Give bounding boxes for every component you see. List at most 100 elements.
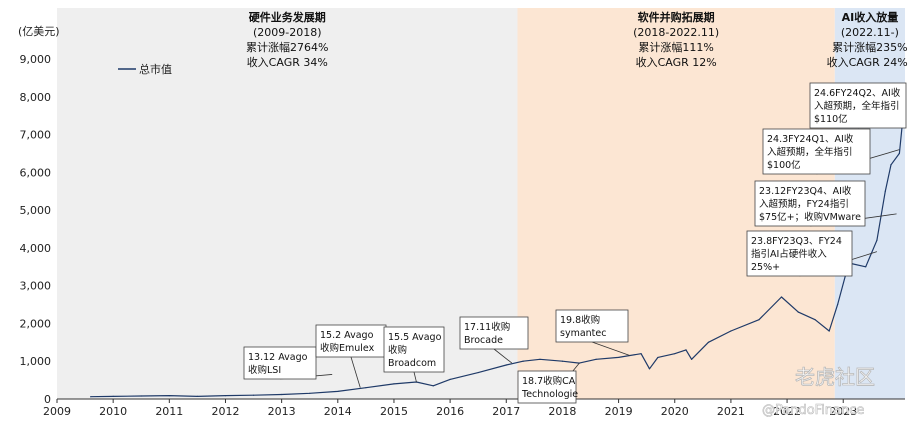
annotation-text: Brocade: [464, 335, 503, 346]
annotation-text: 指引AI占硬件收入: [751, 248, 827, 260]
series-point: [707, 341, 710, 343]
series-point: [828, 330, 830, 332]
series-point: [640, 353, 642, 355]
period-1-title: 硬件业务发展期: [249, 10, 326, 24]
annotation-text: 24.3FY24Q1、AI收: [767, 133, 854, 145]
series-point: [730, 330, 732, 332]
x-tick-label: 2020: [661, 405, 689, 418]
series-point: [365, 387, 367, 389]
watermark-text: 老虎社区: [795, 365, 875, 389]
series-point: [90, 396, 92, 398]
period-1-line1: 累计涨幅2764%: [246, 41, 328, 54]
annotation-box: [754, 180, 866, 227]
y-tick-label: 9,000: [20, 53, 52, 66]
period-2-line2: 收入CAGR 12%: [636, 55, 717, 69]
series-point: [432, 385, 434, 387]
x-tick-label: 2015: [380, 405, 408, 418]
annotation-text: Technologie: [521, 389, 578, 400]
x-tick-label: 2017: [492, 405, 520, 418]
series-point: [876, 239, 878, 241]
series-point: [814, 319, 816, 321]
series-point: [595, 358, 597, 360]
y-tick-label: 2,000: [20, 317, 52, 330]
series-point: [393, 383, 395, 385]
annotation-text: 收购Emulex: [320, 342, 375, 354]
annotation-box: [555, 309, 629, 343]
series-point: [112, 395, 114, 397]
x-tick-label: 2016: [436, 405, 464, 418]
annotation-box: [746, 230, 853, 277]
series-point: [617, 356, 620, 359]
annotation-leader: [413, 371, 417, 383]
annotation-text: 15.2 Avago: [320, 330, 374, 341]
period-3-line1: 累计涨幅235%: [832, 41, 907, 54]
series-point: [505, 364, 507, 366]
y-tick-label: 5,000: [20, 204, 52, 217]
series-point: [780, 296, 783, 298]
y-tick-label: 0: [44, 393, 51, 406]
series-point: [758, 319, 760, 321]
annotation-text: 13.12 Avago: [248, 352, 308, 363]
series-point: [890, 164, 892, 166]
annotation-text: Broadcom: [388, 358, 436, 369]
series-point: [309, 392, 311, 394]
annotation-text: 15.5 Avago: [388, 332, 442, 343]
series-point: [685, 349, 687, 351]
series-point: [837, 303, 839, 306]
x-tick-label: 2018: [548, 405, 576, 418]
annotation-text: 17.11收购: [464, 321, 510, 333]
annotation-text: 24.6FY24Q2、AI收: [814, 87, 901, 99]
legend: 总市值: [118, 62, 172, 76]
period-2-title: 软件并购拓展期: [638, 10, 715, 24]
series-point: [449, 378, 451, 380]
x-tick-label: 2013: [268, 405, 296, 418]
series-point: [865, 266, 867, 268]
annotation-text: $100亿: [767, 159, 801, 171]
series-point: [337, 390, 339, 393]
y-tick-label: 1,000: [20, 355, 52, 368]
annotation-text: 入超预期，全年指引: [814, 100, 900, 112]
series-point: [168, 395, 170, 397]
annotation-text: 收购: [388, 344, 407, 356]
y-tick-label: 6,000: [20, 166, 52, 179]
period-3-title: AI收入放量: [842, 10, 899, 24]
period-2-line1: 累计涨幅111%: [638, 41, 713, 54]
series-point: [648, 368, 651, 370]
series-point: [657, 356, 659, 359]
axes: 0 1,000 2,000 3,000 4,000 5,000 6,000 7,000 8,00…: [20, 53, 905, 418]
period-2-range: (2018-2022.11): [633, 26, 719, 39]
period-bands: 硬件业务发展期 (2009-2018) 累计涨幅2764%收入CAGR 34% 软件并…: [57, 8, 908, 399]
series-point: [674, 353, 676, 355]
series-point: [898, 152, 900, 155]
x-tick-label: 2010: [99, 405, 127, 418]
annotation-box: [809, 82, 907, 129]
annotation-box: [315, 324, 387, 358]
watermark-handle: @PandoFinance: [762, 403, 864, 418]
annotation-text: 收购LSI: [248, 364, 281, 376]
x-tick-label: 2019: [605, 405, 633, 418]
y-unit-label: (亿美元): [18, 25, 60, 38]
annotation-leader: [350, 356, 361, 388]
annotation-text: $75亿+；收购VMware: [759, 211, 861, 223]
annotation-text: 23.12FY23Q4、AI收: [759, 185, 852, 197]
annotation-text: $110亿: [814, 113, 848, 125]
series-point: [196, 395, 198, 397]
series-point: [884, 190, 886, 192]
period-1-range: (2009-2018): [253, 26, 322, 39]
annotation-text: symantec: [560, 328, 606, 339]
annotation-text: 入超预期，FY24指引: [759, 198, 849, 210]
annotation-text: 23.8FY23Q3、FY24: [751, 236, 842, 247]
x-tick-label: 2022: [773, 405, 801, 418]
series-line-1: [90, 96, 906, 398]
series-point: [522, 360, 524, 362]
x-tick-label: 2023: [829, 405, 857, 418]
annotation-text: 25%+: [751, 262, 780, 273]
annotation-text: 18.7收购CA: [522, 375, 576, 387]
x-tick-label: 2021: [717, 405, 745, 418]
period-1-line2: 收入CAGR 34%: [247, 55, 328, 69]
y-tick-label: 8,000: [20, 91, 52, 104]
annotation-leader: [493, 348, 513, 364]
annotation-box: [459, 316, 529, 350]
x-tick-label: 2014: [324, 405, 352, 418]
